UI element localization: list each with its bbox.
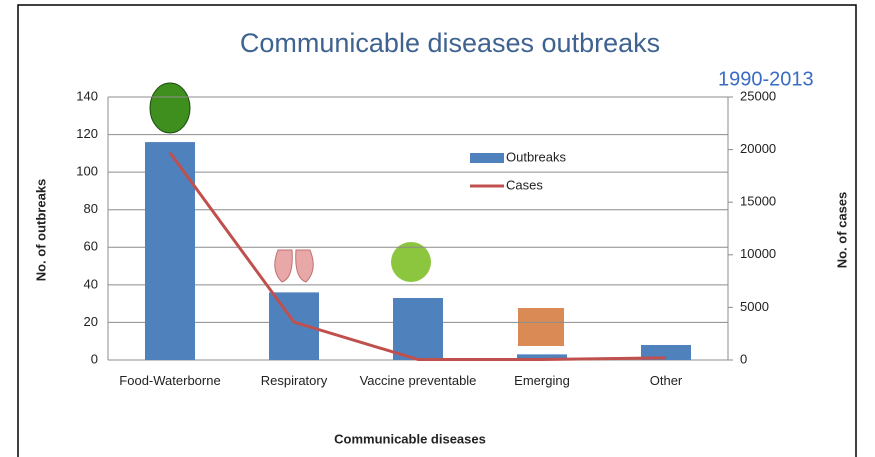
x-tick-label: Respiratory: [234, 373, 354, 389]
y2-tick-label: 25000: [740, 88, 776, 103]
y-tick-label: 20: [84, 314, 98, 329]
y-tick-label: 100: [76, 164, 98, 179]
y-tick-label: 0: [91, 351, 98, 366]
legend-swatch: [470, 153, 504, 163]
y-tick-label: 140: [76, 88, 98, 103]
y-tick-label: 60: [84, 239, 98, 254]
chart-title: Communicable diseases outbreaks: [240, 28, 660, 58]
x-axis-label: Communicable diseases: [334, 431, 486, 446]
y2-axis-label: No. of cases: [834, 192, 849, 269]
x-tick-label: Food-Waterborne: [110, 373, 230, 389]
mosquito-icon: [518, 308, 564, 346]
y2-tick-label: 0: [740, 351, 747, 366]
bar: [393, 298, 443, 360]
y2-tick-label: 20000: [740, 141, 776, 156]
chart-subtitle: 1990-2013: [718, 68, 814, 90]
y2-tick-label: 5000: [740, 299, 769, 314]
y-tick-label: 120: [76, 126, 98, 141]
legend-label: Outbreaks: [506, 149, 566, 164]
x-tick-label: Emerging: [482, 373, 602, 389]
y-axis-label: No. of outbreaks: [33, 179, 48, 282]
y-tick-label: 80: [84, 201, 98, 216]
vaccine-icon: [391, 242, 431, 282]
y2-tick-label: 10000: [740, 246, 776, 261]
page: Communicable diseases outbreaks 1990-201…: [0, 0, 875, 457]
x-tick-label: Other: [606, 373, 726, 389]
legend-label: Cases: [506, 177, 543, 192]
pepper-icon: [150, 83, 190, 133]
y2-tick-label: 15000: [740, 194, 776, 209]
y-tick-label: 40: [84, 276, 98, 291]
x-tick-label: Vaccine preventable: [358, 373, 478, 389]
